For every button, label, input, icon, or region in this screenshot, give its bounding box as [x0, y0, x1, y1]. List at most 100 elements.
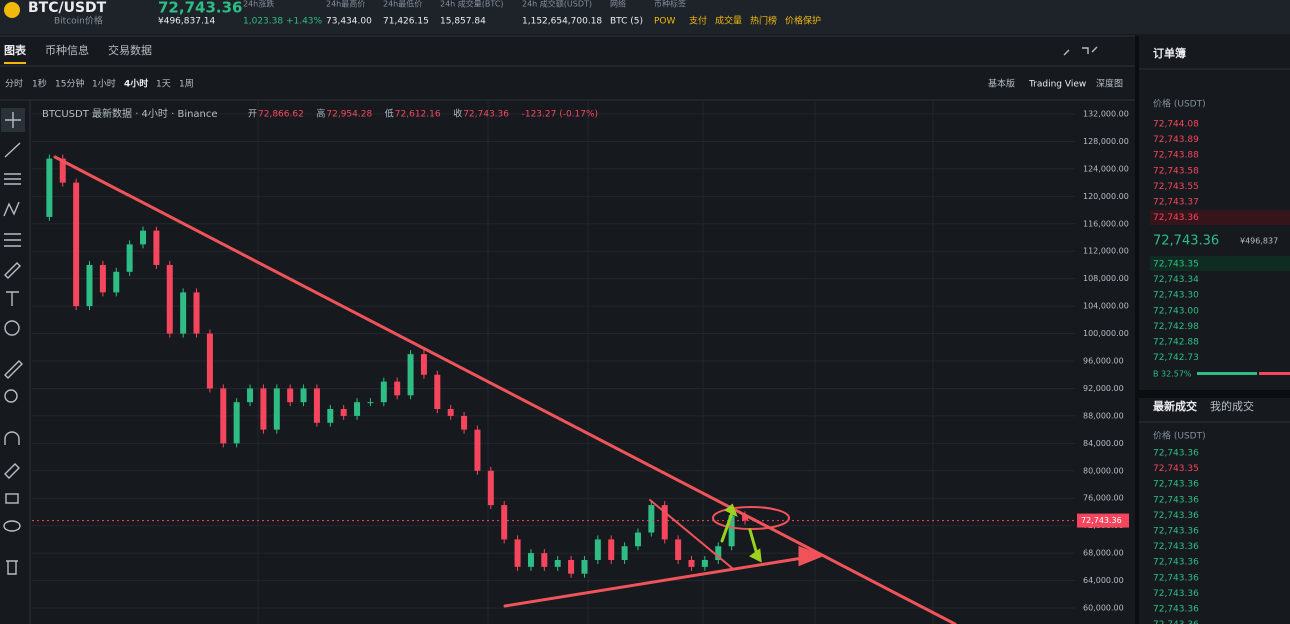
- ask-price: 72,743.55: [1153, 182, 1199, 192]
- view-toggle[interactable]: Trading View: [1028, 80, 1086, 90]
- price-tag: [1077, 513, 1129, 528]
- ohlc-value: 72,866.62: [258, 110, 304, 120]
- stat-label: 24h涨跌: [243, 0, 274, 9]
- view-toggle[interactable]: 基本版: [988, 78, 1015, 90]
- candle: [541, 553, 548, 567]
- toolbar: [1, 46, 1098, 575]
- candle: [380, 381, 387, 403]
- candle: [568, 559, 575, 574]
- interval[interactable]: 1秒: [32, 78, 47, 90]
- candle: [206, 333, 213, 389]
- coin-icon: [4, 2, 20, 18]
- interval[interactable]: 1天: [156, 80, 171, 90]
- y-tick-label: 128,000.00: [1083, 137, 1129, 146]
- ask-depth: [1150, 210, 1290, 225]
- stat-label: 网络: [610, 0, 626, 9]
- tool-brush[interactable]: [4, 262, 21, 279]
- tool-lines[interactable]: [4, 173, 21, 185]
- y-tick-label: 120,000.00: [1083, 192, 1129, 201]
- interval[interactable]: 15分钟: [55, 78, 84, 90]
- tool-lock-draw[interactable]: [4, 463, 20, 479]
- interval[interactable]: 1周: [179, 79, 194, 90]
- tool-cross[interactable]: [5, 112, 21, 128]
- stat-label: 24h 成交额(USDT): [522, 0, 592, 9]
- tag[interactable]: 价格保护: [785, 15, 821, 27]
- ohlc-label: 低: [385, 108, 394, 120]
- tag[interactable]: 支付: [689, 15, 707, 27]
- tool-magnet[interactable]: [4, 431, 20, 445]
- stat-label: 24h最低价: [383, 0, 422, 9]
- interval[interactable]: 1小时: [92, 78, 116, 90]
- candle: [621, 546, 628, 560]
- candle: [661, 505, 668, 540]
- candle: [220, 388, 227, 444]
- candle: [233, 402, 240, 444]
- candle: [73, 182, 80, 307]
- tool-text[interactable]: [6, 291, 19, 306]
- bid-price: 72,742.88: [1153, 338, 1199, 348]
- candle: [193, 292, 200, 334]
- bid-depth: [1150, 256, 1290, 271]
- y-tick-label: 88,000.00: [1083, 411, 1124, 420]
- candle: [608, 539, 615, 560]
- ask-price: 72,743.37: [1153, 198, 1199, 208]
- arrow-head: [798, 545, 825, 567]
- trade-price: 72,743.36: [1153, 511, 1199, 521]
- y-tick-label: 132,000.00: [1083, 109, 1129, 118]
- candle: [59, 158, 66, 183]
- candle: [501, 505, 508, 540]
- stat-label: 24h 成交量(BTC): [440, 0, 504, 9]
- y-tick-label: 84,000.00: [1083, 439, 1124, 448]
- stat-label: 24h最高价: [326, 0, 365, 9]
- bid-price: 72,743.30: [1153, 291, 1199, 301]
- candle: [461, 415, 468, 430]
- trend-line: [53, 155, 957, 624]
- trend-line: [503, 554, 817, 608]
- ratio-bar: [1197, 372, 1257, 375]
- candle: [300, 388, 307, 403]
- trades-tab[interactable]: 最新成交: [1153, 399, 1197, 413]
- tool-emoji[interactable]: [4, 320, 20, 336]
- tool-fib[interactable]: [4, 233, 21, 247]
- candle: [86, 264, 93, 307]
- candle: [113, 271, 120, 293]
- tool-eye[interactable]: [3, 520, 21, 532]
- interval[interactable]: 分时: [5, 78, 23, 90]
- tag[interactable]: 成交量: [715, 15, 742, 27]
- pair[interactable]: BTC/USDT: [28, 0, 107, 16]
- up-arrow: [720, 503, 738, 543]
- tool-zoom[interactable]: [4, 389, 18, 403]
- tag[interactable]: POW: [654, 17, 676, 27]
- view-toggle[interactable]: 深度图: [1096, 78, 1123, 90]
- y-tick-label: 100,000.00: [1083, 329, 1129, 338]
- tab[interactable]: 图表: [4, 43, 27, 57]
- trade-price: 72,743.36: [1153, 480, 1199, 490]
- candle: [340, 409, 347, 416]
- tab[interactable]: 币种信息: [45, 43, 89, 57]
- ohlc-label: 高: [316, 108, 325, 120]
- y-tick-label: 80,000.00: [1083, 466, 1124, 475]
- trades-tab[interactable]: 我的成交: [1210, 399, 1254, 413]
- candle: [180, 292, 187, 334]
- tool-lock[interactable]: [5, 493, 19, 504]
- y-tick-label: 76,000.00: [1083, 494, 1124, 503]
- tool-line[interactable]: [4, 142, 21, 158]
- price-tag-label: 72,743.36: [1081, 516, 1122, 525]
- interval[interactable]: 4小时: [124, 78, 148, 90]
- icons[interactable]: [1063, 46, 1098, 56]
- candle: [313, 388, 320, 423]
- tag[interactable]: 热门榜: [750, 15, 777, 27]
- y-tick-label: 64,000.00: [1083, 576, 1124, 585]
- tool-trash[interactable]: [6, 560, 18, 575]
- stat-value: 15,857.84: [440, 17, 486, 27]
- tool-ruler[interactable]: [4, 360, 23, 379]
- down-arrow: [748, 528, 762, 563]
- candle: [447, 409, 454, 416]
- tool-pattern[interactable]: [3, 201, 20, 217]
- candle: [166, 264, 173, 334]
- tab[interactable]: 交易数据: [108, 43, 152, 57]
- divider: [1139, 390, 1290, 398]
- stat-value: 73,434.00: [326, 17, 372, 27]
- trades-col: 价格 (USDT): [1153, 430, 1206, 442]
- mid-cny: ¥496,837: [1240, 237, 1278, 246]
